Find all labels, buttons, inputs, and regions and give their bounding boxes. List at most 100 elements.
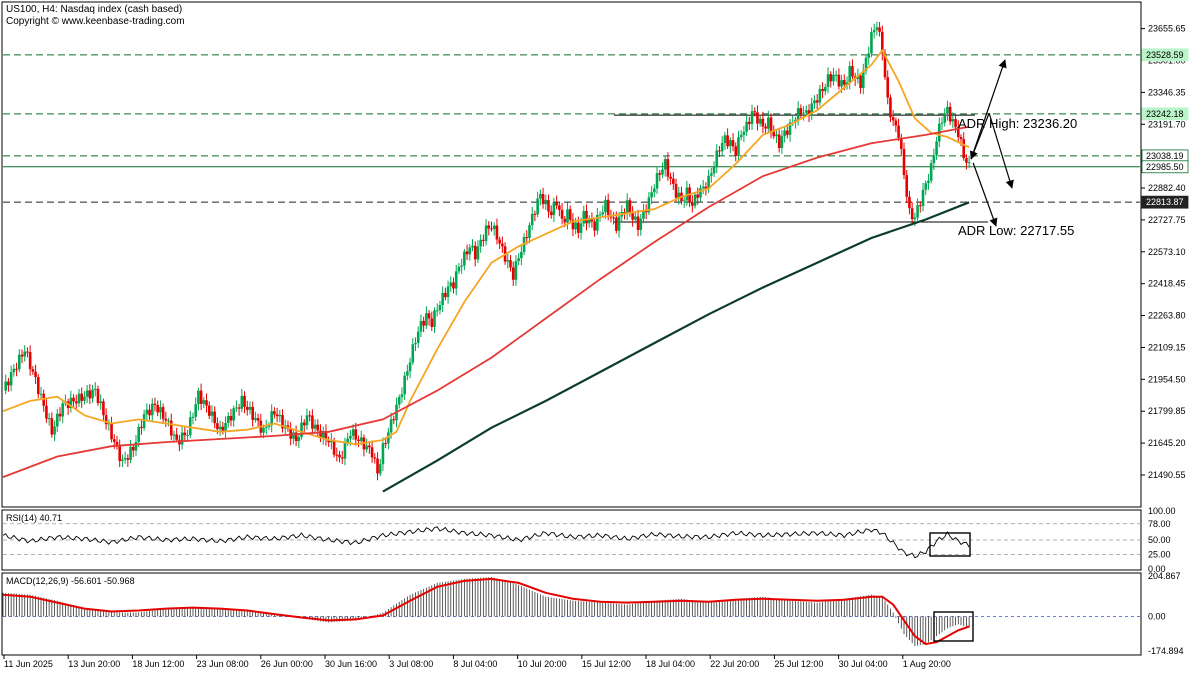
candle-body bbox=[80, 393, 84, 401]
moving-average-line[interactable] bbox=[2, 125, 970, 478]
candle-body bbox=[653, 188, 656, 193]
candle-body bbox=[921, 189, 925, 207]
candle-body bbox=[604, 199, 607, 213]
candle-body bbox=[666, 159, 670, 177]
candle-body bbox=[913, 217, 917, 220]
candle-body bbox=[753, 111, 757, 113]
candle-body bbox=[47, 418, 51, 420]
candle-body bbox=[332, 440, 336, 455]
candle-body bbox=[848, 66, 852, 83]
candle-body bbox=[918, 205, 922, 207]
candle-body bbox=[832, 74, 835, 82]
candle-body bbox=[267, 425, 271, 427]
candle-body bbox=[354, 429, 358, 440]
candle-body bbox=[69, 397, 73, 408]
candle-body bbox=[311, 415, 314, 429]
candle-body bbox=[490, 228, 493, 230]
price-tick-label: 22882.40 bbox=[1148, 183, 1186, 193]
macd-signal-line[interactable] bbox=[2, 577, 970, 646]
candle-body bbox=[96, 388, 100, 404]
candle-body bbox=[370, 447, 374, 458]
candle-body bbox=[153, 403, 157, 405]
candle-body bbox=[742, 131, 746, 135]
candle-body bbox=[183, 432, 187, 436]
candle-body bbox=[349, 435, 352, 439]
candle-body bbox=[12, 368, 16, 373]
time-tick-label: 25 Jul 12:00 bbox=[774, 659, 823, 669]
candle-body bbox=[479, 239, 482, 247]
candle-body bbox=[167, 420, 170, 422]
candle-body bbox=[446, 286, 450, 298]
price-tick-label: 23655.65 bbox=[1148, 24, 1186, 34]
candle-body bbox=[240, 395, 244, 409]
candle-body bbox=[799, 108, 803, 114]
candle-body bbox=[463, 251, 466, 266]
candle-body bbox=[495, 225, 499, 240]
candle-body bbox=[840, 80, 843, 87]
candle-body bbox=[387, 432, 390, 444]
price-tick-label: 21490.55 bbox=[1148, 470, 1186, 480]
candle-body bbox=[899, 137, 903, 150]
candle-body bbox=[954, 119, 957, 128]
candle-body bbox=[916, 205, 919, 218]
time-tick-label: 26 Jun 00:00 bbox=[261, 659, 313, 669]
candle-body bbox=[425, 313, 428, 326]
time-tick-label: 10 Jul 20:00 bbox=[518, 659, 567, 669]
candle-body bbox=[590, 219, 594, 222]
candle-body bbox=[617, 216, 621, 231]
candle-body bbox=[775, 134, 778, 137]
candle-body bbox=[338, 454, 341, 458]
candle-body bbox=[123, 458, 127, 460]
candle-body bbox=[536, 198, 539, 215]
price-tick-label: 23191.70 bbox=[1148, 119, 1186, 129]
price-pane[interactable] bbox=[1, 1, 1142, 508]
moving-average-line[interactable] bbox=[2, 48, 970, 446]
moving-average-line[interactable] bbox=[382, 201, 970, 493]
rsi-tick-label: 50.00 bbox=[1148, 535, 1171, 545]
candle-body bbox=[685, 187, 689, 201]
candle-body bbox=[826, 74, 830, 88]
candle-body bbox=[207, 405, 211, 416]
candle-body bbox=[563, 218, 567, 223]
candle-body bbox=[517, 258, 520, 262]
time-tick-label: 22 Jul 20:00 bbox=[710, 659, 759, 669]
candle-body bbox=[886, 77, 890, 98]
candle-body bbox=[381, 443, 385, 465]
adr-high-label: ADR High: 23236.20 bbox=[958, 116, 1077, 131]
candle-body bbox=[851, 66, 854, 77]
candle-body bbox=[430, 318, 434, 327]
rsi-tick-label: 100.00 bbox=[1148, 506, 1176, 516]
candle-body bbox=[544, 200, 548, 205]
candle-body bbox=[696, 194, 700, 198]
candle-body bbox=[368, 445, 371, 448]
candle-body bbox=[444, 292, 447, 298]
candle-body bbox=[452, 282, 455, 289]
rsi-highlight-box bbox=[929, 532, 971, 557]
candle-body bbox=[864, 57, 868, 71]
level-price-text: 23242.18 bbox=[1146, 109, 1184, 119]
candle-body bbox=[859, 75, 862, 88]
candle-body bbox=[956, 127, 960, 138]
rsi-pane[interactable] bbox=[1, 509, 1142, 571]
candle-body bbox=[4, 381, 8, 391]
candle-body bbox=[294, 432, 298, 442]
candle-body bbox=[427, 313, 431, 319]
candle-body bbox=[435, 310, 439, 312]
candle-body bbox=[547, 200, 550, 212]
candle-body bbox=[889, 97, 892, 118]
candle-body bbox=[273, 411, 276, 415]
rsi-tick-label: 0.00 bbox=[1148, 564, 1166, 574]
macd-pane[interactable] bbox=[1, 572, 1142, 656]
candle-body bbox=[300, 422, 303, 437]
candle-body bbox=[156, 404, 159, 413]
candle-body bbox=[302, 422, 306, 426]
candle-body bbox=[908, 196, 911, 209]
candle-body bbox=[454, 271, 458, 289]
rsi-line[interactable] bbox=[2, 526, 970, 559]
candle-body bbox=[112, 439, 116, 442]
candle-body bbox=[324, 431, 328, 440]
candle-body bbox=[471, 245, 474, 248]
candle-body bbox=[943, 113, 947, 123]
candle-body bbox=[881, 31, 884, 54]
